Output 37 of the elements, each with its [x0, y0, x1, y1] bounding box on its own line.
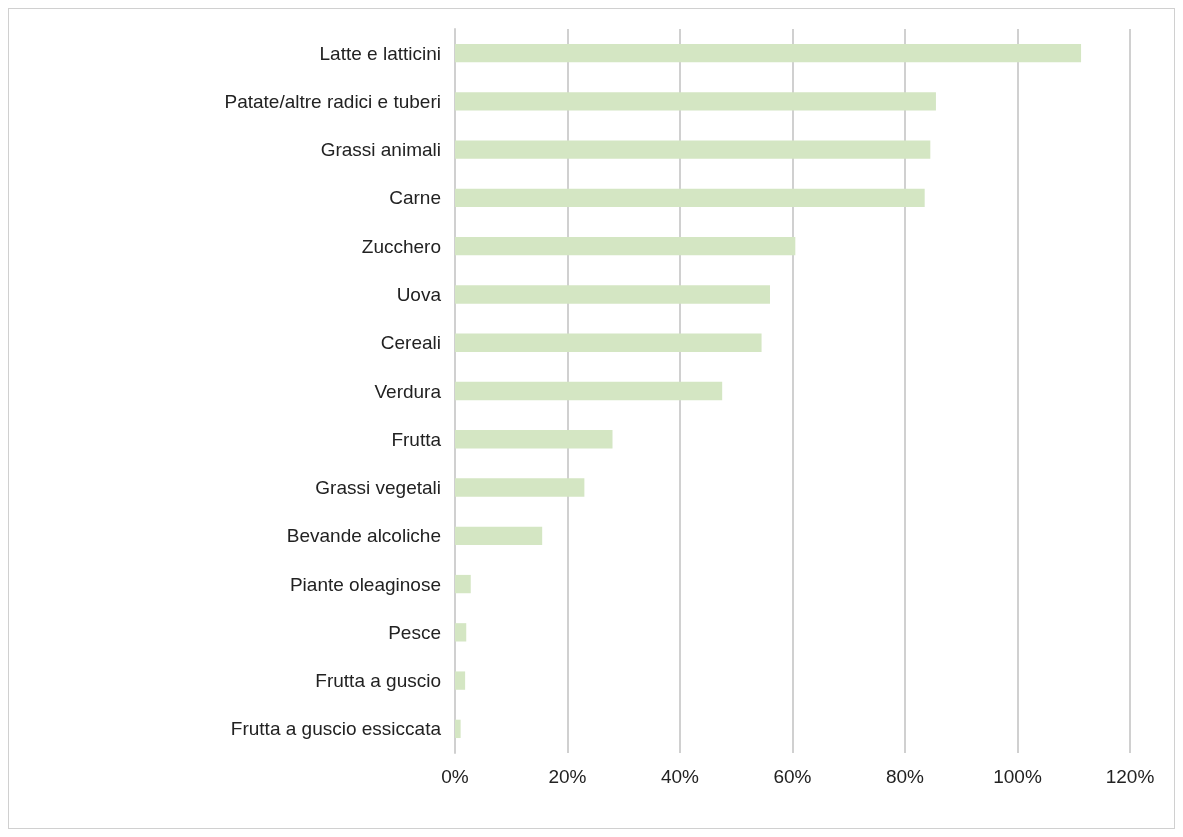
bar: [455, 478, 585, 497]
bar: [455, 381, 723, 401]
bar: [455, 623, 467, 642]
y-tick-label: Uova: [396, 283, 442, 305]
bar: [455, 333, 762, 352]
x-tick-label: 20%: [548, 766, 587, 787]
y-tick-label: Pesce: [388, 621, 441, 643]
x-tick-label: 0%: [441, 766, 469, 787]
y-tick-label: Grassi animali: [320, 139, 441, 161]
y-tick-label: Patate/altre radici e tuberi: [224, 90, 441, 112]
y-tick-label: Frutta a guscio essiccata: [230, 718, 442, 740]
y-tick-label: Frutta: [391, 428, 442, 450]
bar: [455, 140, 931, 159]
bar: [455, 719, 461, 739]
y-tick-label: Verdura: [374, 380, 442, 402]
bar: [455, 237, 796, 256]
x-tick-label: 100%: [993, 766, 1042, 787]
bar: [455, 671, 466, 690]
x-tick-label: 120%: [1105, 766, 1155, 787]
bar: [455, 43, 1082, 63]
y-tick-label: Zucchero: [361, 235, 441, 257]
x-tick-label: 60%: [773, 766, 812, 787]
x-tick-label: 40%: [660, 766, 700, 787]
bar: [455, 430, 613, 449]
bar: [455, 574, 471, 594]
bar: [455, 526, 543, 545]
bar: [455, 92, 936, 111]
y-tick-label: Cereali: [380, 332, 441, 354]
y-tick-label: Carne: [389, 187, 441, 209]
y-tick-label: Grassi vegetali: [315, 477, 441, 499]
bar: [455, 188, 925, 208]
y-tick-label: Bevande alcoliche: [286, 525, 441, 547]
y-tick-label: Frutta a guscio: [315, 670, 441, 692]
y-tick-label: Latte e latticini: [319, 42, 441, 64]
y-tick-label: Piante oleaginose: [289, 573, 441, 595]
bar: [455, 285, 770, 304]
x-tick-label: 80%: [885, 766, 925, 787]
